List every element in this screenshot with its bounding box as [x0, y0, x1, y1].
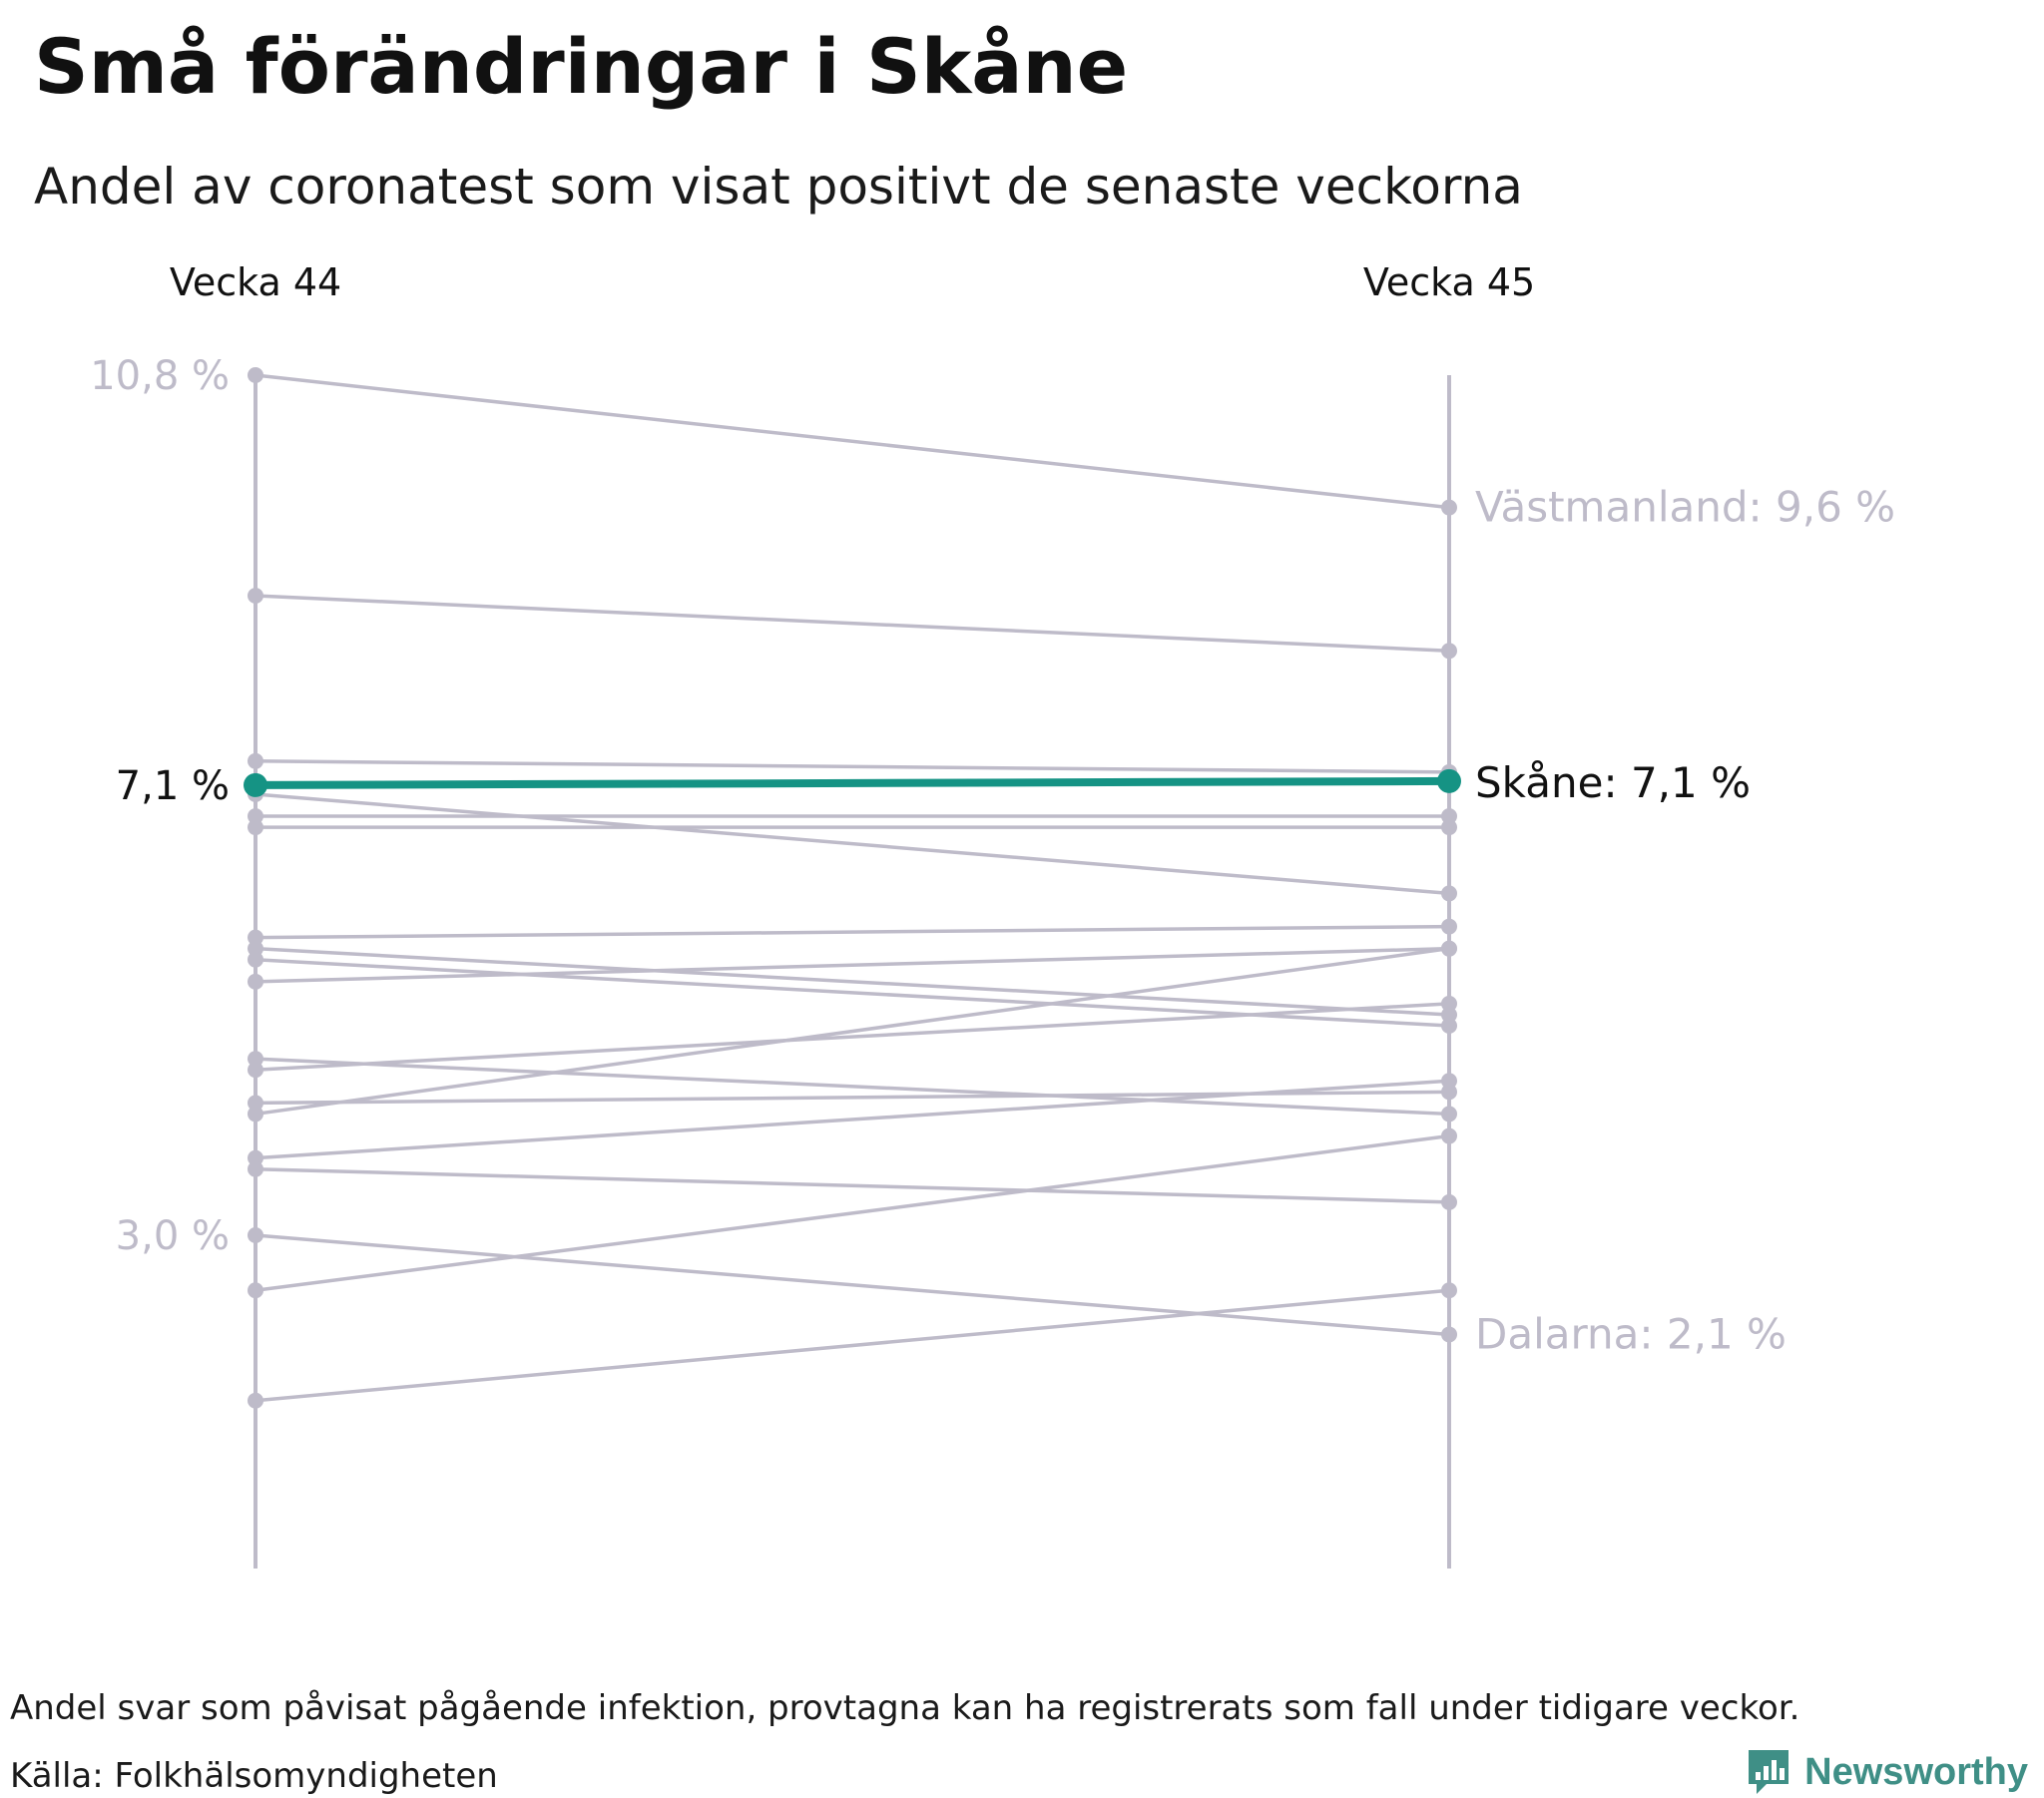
series-line	[255, 373, 1450, 510]
source-text: Källa: Folkhälsomyndigheten	[10, 1756, 498, 1796]
end-label-dalarna: Dalarna: 2,1 %	[1475, 1309, 1787, 1358]
series-line	[255, 946, 1450, 984]
series-point-week-45	[1441, 1006, 1457, 1023]
series-point-week-44	[248, 940, 263, 957]
series-point-week-44	[248, 973, 263, 990]
series-point-week-44	[248, 1095, 263, 1112]
series-point-week-45	[1441, 885, 1457, 902]
series-point-week-45	[1441, 918, 1457, 935]
series-line	[255, 957, 1450, 1028]
series-point-week-45	[1441, 1018, 1457, 1035]
series-point-week-44	[248, 808, 263, 825]
series-line	[255, 1057, 1450, 1117]
series-point-week-45	[1441, 643, 1457, 660]
series-line	[255, 1288, 1450, 1403]
series-point-week-44	[248, 929, 263, 946]
series-point-week-45	[1441, 1326, 1457, 1343]
y-label-min: 3,0 %	[116, 1213, 230, 1259]
series-point-week-45	[1441, 1073, 1457, 1090]
footnote: Andel svar som påvisat pågående infektio…	[10, 1688, 1800, 1728]
brand-name: Newsworthy	[1804, 1750, 2028, 1793]
series-point-week-44	[248, 1062, 263, 1079]
highlight-point-week-45	[1437, 768, 1461, 793]
series-point-week-44	[248, 819, 263, 836]
series-line	[255, 946, 1450, 1117]
brand-logo: Newsworthy	[1745, 1746, 2028, 1798]
series-point-week-44	[248, 951, 263, 968]
series-point-week-45	[1441, 819, 1457, 836]
column-header-week-45: Vecka 45	[1363, 260, 1535, 304]
series-line	[255, 924, 1450, 940]
series-point-week-44	[248, 367, 263, 383]
series-line	[255, 792, 1450, 896]
series-point-week-44	[248, 1149, 263, 1166]
end-label-vastmanland: Västmanland: 9,6 %	[1475, 483, 1895, 532]
series-point-week-44	[248, 588, 263, 605]
series-point-week-45	[1441, 1282, 1457, 1299]
chart-title: Små förändringar i Skåne	[34, 22, 1129, 111]
series-point-week-45	[1441, 995, 1457, 1012]
series-line	[255, 1166, 1450, 1204]
series-line	[255, 594, 1450, 654]
end-label-skane: Skåne: 7,1 %	[1475, 758, 1751, 807]
series-line	[255, 1133, 1450, 1292]
y-label-skane: 7,1 %	[116, 763, 230, 809]
series-point-week-44	[248, 1160, 263, 1177]
series-line	[255, 1002, 1450, 1072]
column-header-week-44: Vecka 44	[170, 260, 341, 304]
series-point-week-44	[248, 752, 263, 769]
series-point-week-44	[248, 1227, 263, 1243]
series-line	[255, 1233, 1450, 1337]
series-point-week-44	[248, 1106, 263, 1123]
series-point-week-45	[1441, 499, 1457, 516]
series-point-week-44	[248, 1392, 263, 1409]
series-line	[255, 1079, 1450, 1160]
y-label-max: 10,8 %	[90, 353, 230, 399]
series-point-week-45	[1441, 808, 1457, 825]
series-point-week-45	[1441, 1127, 1457, 1144]
series-point-week-45	[1441, 1106, 1457, 1123]
series-point-week-45	[1441, 1193, 1457, 1210]
highlight-line-skane	[252, 776, 1453, 789]
series-line	[255, 946, 1450, 1017]
series-point-week-44	[248, 1051, 263, 1068]
series-point-week-45	[1441, 940, 1457, 957]
series-line	[255, 759, 1450, 774]
chart-subtitle: Andel av coronatest som visat positivt d…	[34, 158, 1523, 216]
highlight-point-week-44	[244, 772, 267, 797]
series-point-week-44	[248, 1282, 263, 1299]
newsworthy-logo-icon	[1749, 1750, 1789, 1794]
series-point-week-45	[1441, 1084, 1457, 1101]
